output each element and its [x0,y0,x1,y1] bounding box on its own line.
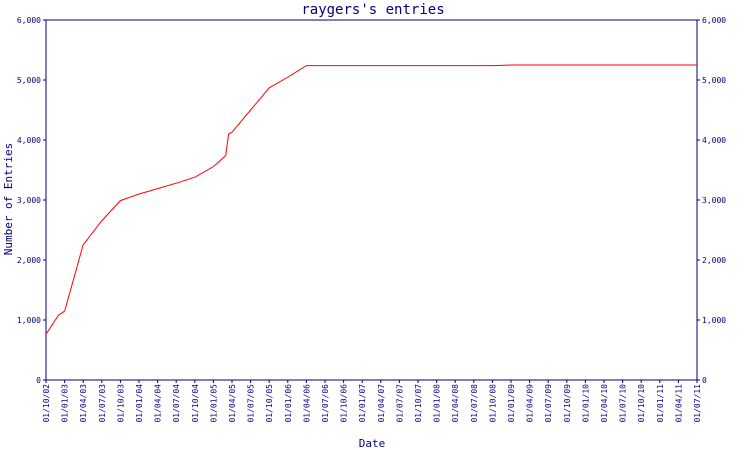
x-tick-label: 01/01/09 [507,384,516,423]
x-tick-label: 01/10/05 [265,384,274,423]
x-tick-label: 01/10/03 [116,384,125,423]
x-tick-label: 01/04/10 [600,384,609,423]
y-tick-label-left: 4,000 [17,136,41,145]
x-tick-label: 01/10/10 [637,384,646,423]
y-tick-label-left: 0 [36,376,41,385]
x-tick-label: 01/07/10 [619,384,628,423]
plot-frame [45,19,698,381]
x-tick-label: 01/04/08 [451,384,460,423]
x-tick-label: 01/10/07 [414,384,423,423]
x-tick-label: 01/07/06 [321,384,330,423]
x-tick-label: 01/10/02 [42,384,51,423]
chart-title: raygers's entries [301,2,444,18]
x-tick-label: 01/04/06 [302,384,311,423]
x-axis-label: Date [359,437,386,450]
x-tick-label: 01/01/03 [61,384,70,423]
x-tick-label: 01/01/07 [358,384,367,423]
y-tick-label-right: 5,000 [702,76,726,85]
x-tick-label: 01/04/04 [154,384,163,423]
x-tick-label: 01/10/09 [563,384,572,423]
x-tick-label: 01/01/04 [135,384,144,423]
y-tick-label-right: 1,000 [702,316,726,325]
x-tick-label: 01/10/04 [191,384,200,423]
y-tick-label-left: 5,000 [17,76,41,85]
x-tick-label: 01/07/04 [172,384,181,423]
x-axis: 01/10/02 01/01/03 01/04/03 01/07/03 01/10/03… [42,380,702,423]
x-tick-label: 01/04/05 [228,384,237,423]
x-tick-label: 01/01/11 [656,384,665,423]
right-y-axis: 0 1,000 2,000 3,000 4,000 5,000 6,000 [697,16,726,385]
y-tick-label-right: 6,000 [702,16,726,25]
entries-series-line [45,64,697,335]
x-tick-label: 01/10/06 [340,384,349,423]
x-tick-label: 01/07/05 [247,384,256,423]
y-tick-label-right: 0 [702,376,707,385]
x-tick-label: 01/07/11 [693,384,702,423]
y-tick-label-right: 4,000 [702,136,726,145]
x-tick-label: 01/04/07 [377,384,386,423]
x-tick-label: 01/10/08 [488,384,497,423]
x-tick-label: 01/07/07 [395,384,404,423]
left-y-axis: 0 1,000 2,000 3,000 4,000 5,000 6,000 [17,16,46,385]
y-tick-label-left: 6,000 [17,16,41,25]
x-tick-label: 01/07/03 [98,384,107,423]
y-tick-label-left: 1,000 [17,316,41,325]
x-tick-label: 01/07/08 [470,384,479,423]
x-tick-label: 01/01/05 [209,384,218,423]
x-tick-label: 01/01/08 [433,384,442,423]
x-tick-label: 01/04/09 [526,384,535,423]
x-tick-label: 01/01/10 [581,384,590,423]
y-tick-label-right: 2,000 [702,256,726,265]
x-tick-label: 01/01/06 [284,384,293,423]
y-tick-label-right: 3,000 [702,196,726,205]
x-tick-label: 01/04/03 [79,384,88,423]
x-tick-label: 01/04/11 [674,384,683,423]
x-tick-label: 01/07/09 [544,384,553,423]
y-tick-label-left: 3,000 [17,196,41,205]
y-tick-label-left: 2,000 [17,256,41,265]
y-axis-label: Number of Entries [2,143,15,256]
